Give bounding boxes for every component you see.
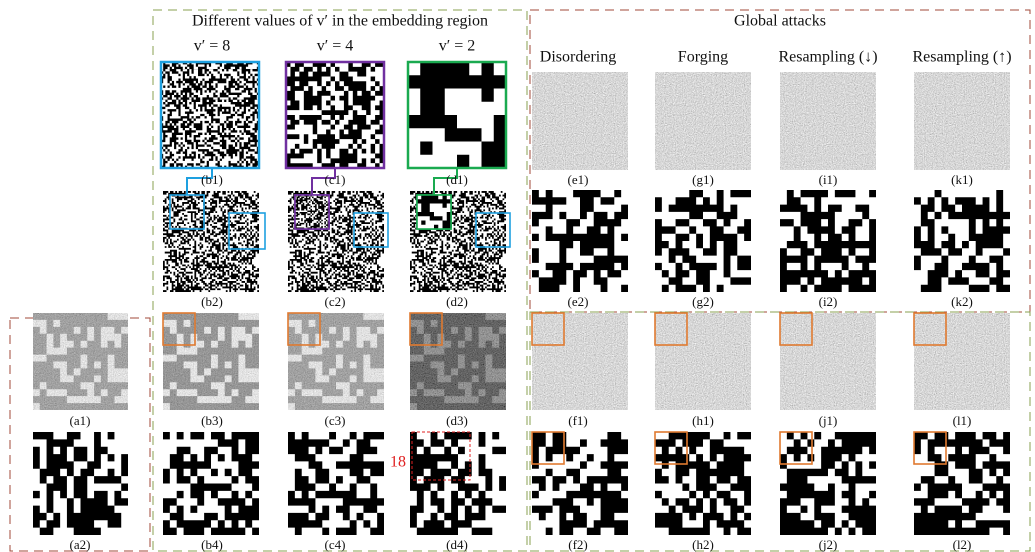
label: (b2): [201, 294, 223, 309]
label: Resampling (↑): [912, 49, 1011, 66]
label: (g1): [692, 172, 714, 187]
label: (f2): [568, 537, 588, 552]
label: Forging: [678, 49, 728, 66]
overlay: [163, 313, 259, 410]
label: (e2): [568, 294, 589, 309]
label: (d3): [446, 413, 468, 428]
figure: InteractivesuperposedCKD protocol(a1)(a2…: [0, 0, 1035, 552]
binary-image: [914, 190, 1010, 292]
label: (b1): [201, 172, 223, 187]
gray-image: [532, 72, 628, 170]
binary-image: [410, 432, 506, 535]
label: (c3): [325, 413, 346, 428]
label: (b4): [201, 537, 223, 552]
binary-image: [780, 190, 876, 292]
binary-image: [288, 432, 384, 535]
page: {"left_panel": {"title_lines": ["Interac…: [0, 0, 1035, 552]
binary-image: [163, 191, 259, 292]
binary-image: [163, 432, 259, 535]
label: (k1): [951, 172, 973, 187]
binary-image: [286, 62, 384, 168]
label: (a1): [70, 413, 91, 428]
label: (k2): [951, 294, 973, 309]
label: (b3): [201, 413, 223, 428]
binary-image: [780, 432, 876, 535]
label: (l1): [953, 413, 972, 428]
gray-image: [655, 313, 751, 410]
binary-image: [532, 190, 628, 292]
binary-image: [33, 432, 128, 535]
label: (d1): [446, 172, 468, 187]
label: Resampling (↓): [778, 49, 877, 66]
annotation: 18: [390, 454, 406, 471]
label: (c2): [325, 294, 346, 309]
label: (c1): [325, 172, 346, 187]
label: (l2): [953, 537, 972, 552]
label: (i1): [819, 172, 838, 187]
label: (e1): [568, 172, 589, 187]
label: (j2): [819, 537, 838, 552]
label: (h1): [692, 413, 714, 428]
overlay: [410, 313, 506, 410]
label: (j1): [819, 413, 838, 428]
label: (i2): [819, 294, 838, 309]
inset-copy: [417, 195, 451, 229]
label: v′ = 2: [439, 38, 476, 55]
label: (d4): [446, 537, 468, 552]
gray-image: [914, 313, 1010, 410]
label: (h2): [692, 537, 714, 552]
binary-image: [161, 62, 259, 168]
binary-image: [408, 62, 506, 168]
binary-image: [655, 432, 751, 535]
gray-image: [532, 313, 628, 410]
binary-image: [655, 190, 751, 292]
gray-image: [655, 72, 751, 170]
label: v′ = 8: [194, 38, 231, 55]
label: Global attacks: [734, 13, 826, 30]
label: (g2): [692, 294, 714, 309]
binary-image: [914, 432, 1010, 535]
label: (f1): [568, 413, 588, 428]
gray-image: [780, 72, 876, 170]
label: (c4): [325, 537, 346, 552]
gray-image: [780, 313, 876, 410]
gray-image: [914, 72, 1010, 170]
overlay: [33, 313, 128, 410]
binary-image: [532, 432, 628, 535]
inset-copy: [295, 195, 329, 229]
overlay: [288, 313, 384, 410]
label: (a2): [70, 537, 91, 552]
label: v′ = 4: [317, 38, 354, 55]
label: Different values of v′ in the embedding …: [192, 13, 488, 30]
label: Disordering: [540, 49, 616, 66]
label: (d2): [446, 294, 468, 309]
